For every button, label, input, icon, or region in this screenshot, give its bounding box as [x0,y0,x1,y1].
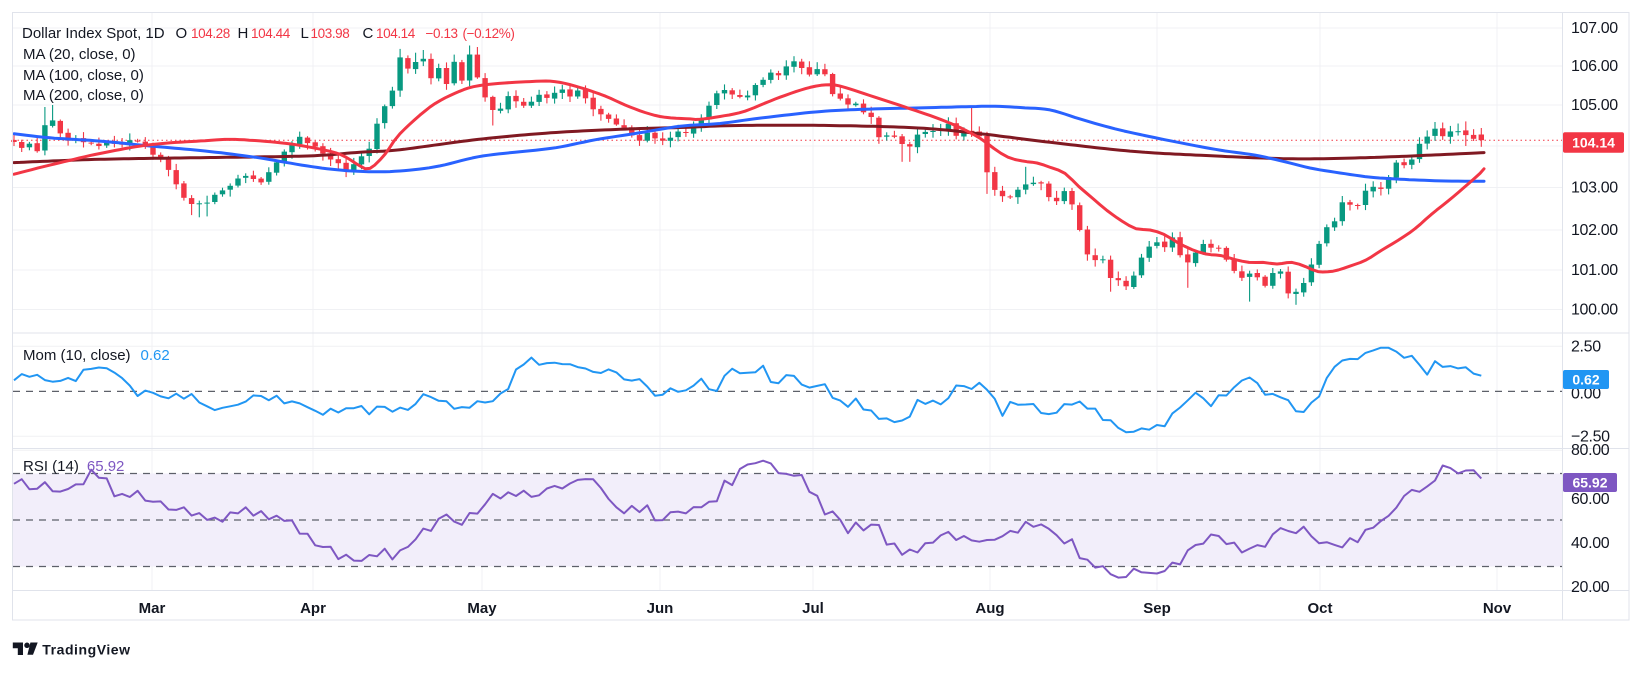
svg-text:101.00: 101.00 [1571,262,1618,279]
svg-text:107.00: 107.00 [1571,20,1618,37]
svg-text:Jun: Jun [647,600,674,617]
svg-text:102.00: 102.00 [1571,222,1618,239]
svg-text:−2.50: −2.50 [1571,428,1610,445]
svg-text:103.98: 103.98 [311,26,350,41]
svg-text:104.14: 104.14 [376,26,416,41]
svg-text:104.28: 104.28 [191,26,230,41]
svg-text:Dollar Index Spot, 1D: Dollar Index Spot, 1D [22,25,165,42]
svg-text:Mom (10, close)0.62: Mom (10, close) 0.62 [23,347,170,364]
svg-text:106.00: 106.00 [1571,58,1618,75]
svg-text:MA (20, close, 0): MA (20, close, 0) [23,46,136,63]
svg-text:0.00: 0.00 [1571,385,1601,402]
svg-text:Nov: Nov [1483,600,1512,617]
svg-text:0.62: 0.62 [1572,372,1599,388]
svg-text:60.00: 60.00 [1571,491,1610,508]
svg-text:Sep: Sep [1143,600,1171,617]
svg-text:40.00: 40.00 [1571,535,1610,552]
svg-text:100.00: 100.00 [1571,302,1618,319]
svg-text:104.14: 104.14 [1572,135,1615,151]
svg-text:103.00: 103.00 [1571,180,1618,197]
svg-text:2.50: 2.50 [1571,338,1601,355]
svg-text:H: H [238,25,249,42]
svg-text:Jul: Jul [802,600,824,617]
svg-text:May: May [467,600,497,617]
svg-text:Mar: Mar [139,600,166,617]
svg-text:20.00: 20.00 [1571,579,1610,596]
svg-text:(−0.12%): (−0.12%) [463,26,515,41]
svg-text:104.44: 104.44 [251,26,291,41]
svg-text:Apr: Apr [300,600,326,617]
svg-text:C: C [363,25,374,42]
svg-text:MA (100, close, 0): MA (100, close, 0) [23,67,144,84]
svg-text:65.92: 65.92 [1572,475,1607,491]
svg-text:Oct: Oct [1307,600,1332,617]
svg-text:L: L [301,25,309,42]
svg-text:80.00: 80.00 [1571,442,1610,459]
svg-text:O: O [176,25,188,42]
svg-text:−0.13: −0.13 [426,26,458,41]
svg-text:TradingView: TradingView [42,642,130,658]
svg-text:RSI (14)65.92: RSI (14) 65.92 [23,458,124,475]
svg-text:Aug: Aug [975,600,1004,617]
svg-text:MA (200, close, 0): MA (200, close, 0) [23,87,144,104]
svg-text:105.00: 105.00 [1571,97,1618,114]
